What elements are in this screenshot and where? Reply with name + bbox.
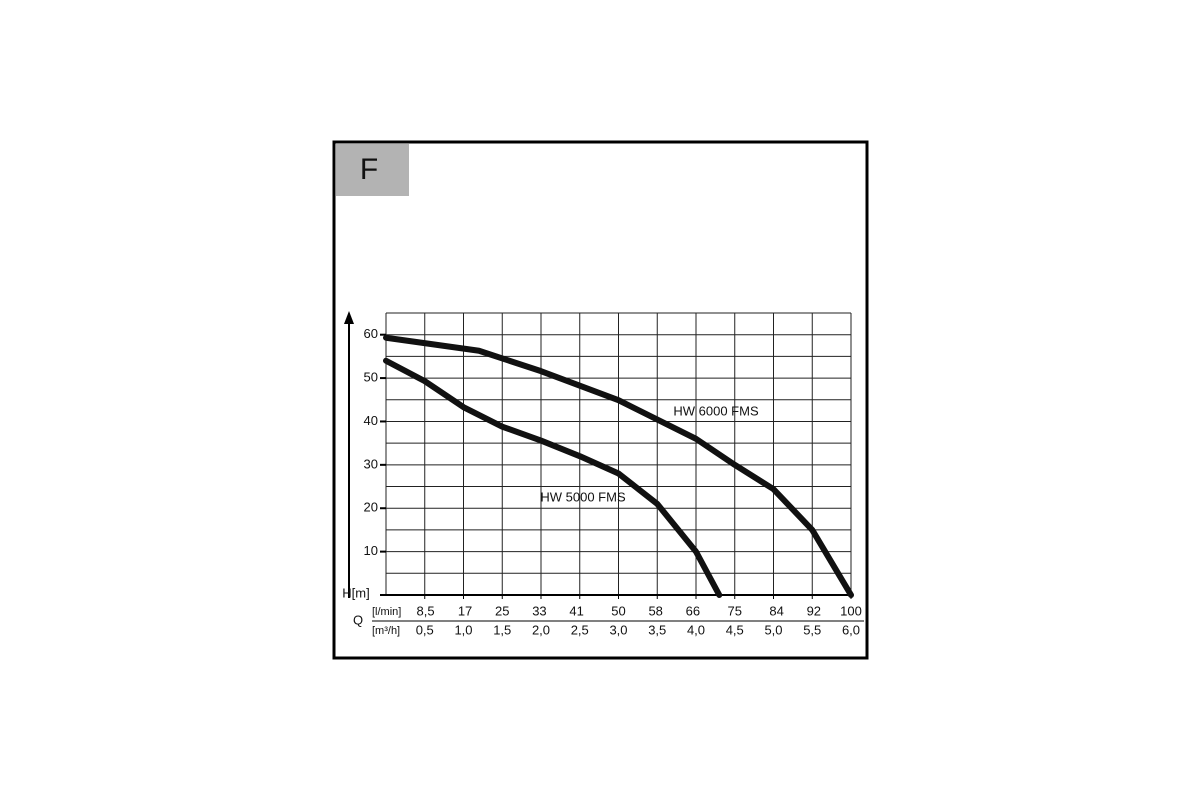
x2-tick-label: 58 [648, 603, 662, 618]
x2-tick-label: 50 [611, 603, 625, 618]
x-tick-label: 3,0 [609, 622, 627, 637]
y-tick-label: 60 [364, 326, 378, 341]
x-tick-label: 5,0 [764, 622, 782, 637]
x2-tick-label: 66 [686, 603, 700, 618]
curve [383, 357, 723, 598]
x2-tick-label: 8,5 [416, 603, 434, 618]
badge: F [360, 153, 378, 186]
x-tick-label: 1,5 [493, 622, 511, 637]
y-tick-label: 20 [364, 500, 378, 515]
x-tick-label: 2,0 [532, 622, 550, 637]
x2-tick-label: 75 [728, 603, 742, 618]
x2-tick-label: 17 [458, 603, 472, 618]
x-axis-label: Q [353, 612, 363, 627]
x2-tick-label: 92 [807, 603, 821, 618]
x-tick-label: 6,0 [842, 622, 860, 637]
x-tick-label: 0,5 [416, 622, 434, 637]
series-label: HW 6000 FMS [673, 403, 759, 418]
x2-tick-label: 25 [495, 603, 509, 618]
x-tick-label: 1,0 [454, 622, 472, 637]
x-tick-label: 4,0 [687, 622, 705, 637]
y-tick-label: 40 [364, 413, 378, 428]
x-tick-label: 5,5 [803, 622, 821, 637]
x2-tick-label: 33 [532, 603, 546, 618]
y-tick-label: 50 [364, 370, 378, 385]
x2-tick-label: 41 [569, 603, 583, 618]
y-tick-label: 10 [364, 543, 378, 558]
y-arrow-head [344, 311, 354, 324]
x-tick-label: 3,5 [648, 622, 666, 637]
badge-box [336, 144, 409, 196]
x-unit: [m³/h] [372, 625, 400, 637]
y-tick-label: 30 [364, 456, 378, 471]
y-axis-label: H[m] [342, 585, 369, 600]
series-label: HW 5000 FMS [540, 489, 626, 504]
x-tick-label: 4,5 [726, 622, 744, 637]
x2-tick-label: 100 [840, 603, 862, 618]
x-tick-label: 2,5 [571, 622, 589, 637]
x2-tick-label: 84 [769, 603, 783, 618]
x2-unit: [l/min] [372, 606, 401, 618]
curve [383, 334, 854, 598]
